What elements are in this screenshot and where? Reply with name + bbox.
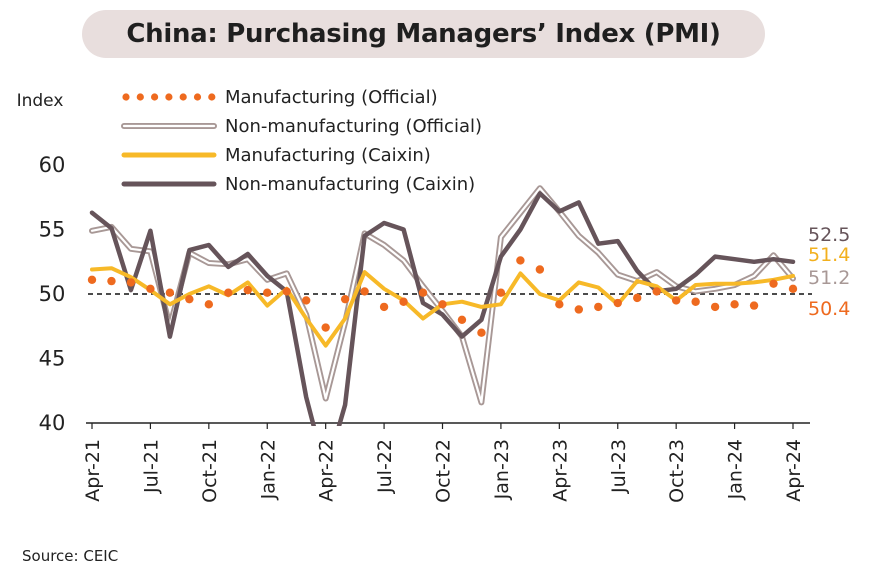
x-tick-label: Jul-23 bbox=[608, 439, 630, 494]
series-non-manufacturing-caixin bbox=[89, 191, 796, 426]
end-value-label: 51.4 bbox=[808, 244, 850, 266]
series-non-manufacturing-official bbox=[89, 185, 796, 406]
y-tick-label: 45 bbox=[39, 347, 66, 371]
x-tick-label: Apr-22 bbox=[316, 439, 338, 502]
data-point bbox=[282, 287, 291, 296]
legend-swatch-dot bbox=[179, 93, 187, 101]
data-point bbox=[613, 298, 622, 308]
data-point bbox=[788, 284, 798, 294]
x-tick-label: Apr-24 bbox=[783, 439, 805, 502]
y-axis-label: Index bbox=[17, 91, 64, 111]
data-point bbox=[146, 284, 155, 294]
x-tick-label: Jul-22 bbox=[374, 439, 396, 494]
data-point bbox=[185, 294, 194, 304]
legend-label: Manufacturing (Official) bbox=[225, 87, 438, 108]
legend-item: Non-manufacturing (Caixin) bbox=[121, 174, 475, 195]
legend-swatch-dot bbox=[165, 93, 173, 101]
end-value-label: 52.5 bbox=[808, 224, 850, 246]
data-point bbox=[360, 287, 369, 296]
y-tick-label: 50 bbox=[39, 282, 66, 306]
x-tick-label: Oct-23 bbox=[666, 439, 688, 503]
legend-item: Manufacturing (Caixin) bbox=[121, 145, 431, 166]
y-tick-label: 55 bbox=[39, 218, 66, 242]
chart-title-banner: China: Purchasing Managers’ Index (PMI) bbox=[82, 10, 765, 58]
data-point bbox=[301, 296, 311, 305]
data-point bbox=[224, 288, 233, 297]
legend-item: Manufacturing (Official) bbox=[122, 87, 438, 108]
y-tick-label: 60 bbox=[39, 153, 66, 177]
x-tick-label: Oct-21 bbox=[199, 439, 221, 503]
data-point bbox=[243, 285, 252, 295]
data-point bbox=[652, 287, 661, 296]
x-tick-label: Oct-22 bbox=[433, 439, 455, 503]
data-point bbox=[516, 256, 525, 265]
data-point bbox=[340, 294, 350, 304]
data-point bbox=[399, 297, 408, 306]
legend-swatch-dot bbox=[208, 93, 216, 101]
y-tick-label: 40 bbox=[39, 411, 66, 435]
data-point bbox=[321, 323, 330, 332]
data-point bbox=[477, 328, 486, 337]
data-point bbox=[165, 288, 175, 297]
data-point bbox=[263, 288, 272, 297]
data-point bbox=[555, 300, 564, 309]
x-tick-label: Jan-23 bbox=[491, 439, 513, 500]
source-note: Source: CEIC bbox=[22, 547, 118, 565]
legend-label: Non-manufacturing (Official) bbox=[225, 116, 482, 137]
data-point bbox=[204, 300, 214, 309]
legend: Manufacturing (Official) Non-manufacturin… bbox=[121, 87, 482, 195]
data-point bbox=[691, 297, 700, 306]
chart-title: China: Purchasing Managers’ Index (PMI) bbox=[126, 19, 721, 49]
data-point bbox=[730, 300, 739, 309]
series-line-inner bbox=[90, 187, 795, 404]
data-point bbox=[457, 315, 467, 324]
legend-swatch-dot bbox=[136, 93, 144, 101]
data-point bbox=[87, 275, 97, 285]
data-point bbox=[438, 300, 447, 309]
data-point bbox=[535, 265, 545, 274]
x-tick-label: Apr-21 bbox=[82, 439, 104, 502]
x-tick-label: Apr-23 bbox=[549, 439, 571, 502]
data-point bbox=[496, 288, 506, 297]
x-tick-label: Jan-22 bbox=[257, 439, 279, 500]
end-value-label: 50.4 bbox=[808, 298, 850, 320]
legend-swatch-dot bbox=[122, 93, 130, 101]
data-point bbox=[379, 302, 389, 312]
legend-swatch-dot bbox=[151, 93, 159, 101]
data-point bbox=[574, 305, 584, 314]
data-point bbox=[418, 288, 428, 297]
data-point bbox=[633, 293, 642, 303]
series-line-outer bbox=[89, 185, 796, 406]
labels: 52.551.451.2 50.4 Source: CEIC bbox=[22, 224, 850, 565]
data-point bbox=[126, 278, 136, 287]
series-manufacturing-official bbox=[87, 256, 798, 337]
legend-label: Manufacturing (Caixin) bbox=[225, 145, 431, 166]
legend-item: Non-manufacturing (Official) bbox=[121, 116, 482, 137]
data-point bbox=[107, 276, 116, 286]
data-point bbox=[769, 279, 778, 288]
end-value-label: 51.2 bbox=[808, 267, 850, 289]
series-layer bbox=[87, 185, 798, 426]
data-point bbox=[749, 301, 759, 310]
x-tick-label: Jan-24 bbox=[725, 439, 747, 500]
legend-label: Non-manufacturing (Caixin) bbox=[225, 174, 475, 195]
data-point bbox=[671, 296, 681, 305]
data-point bbox=[710, 302, 720, 312]
legend-swatch-dot bbox=[193, 93, 202, 101]
x-tick-label: Jul-21 bbox=[140, 439, 162, 494]
data-point bbox=[594, 302, 603, 312]
axes: 40 45 50 55 60 Index Apr-21 Jul-21 Oct-21 Jan-22 A… bbox=[17, 91, 812, 503]
